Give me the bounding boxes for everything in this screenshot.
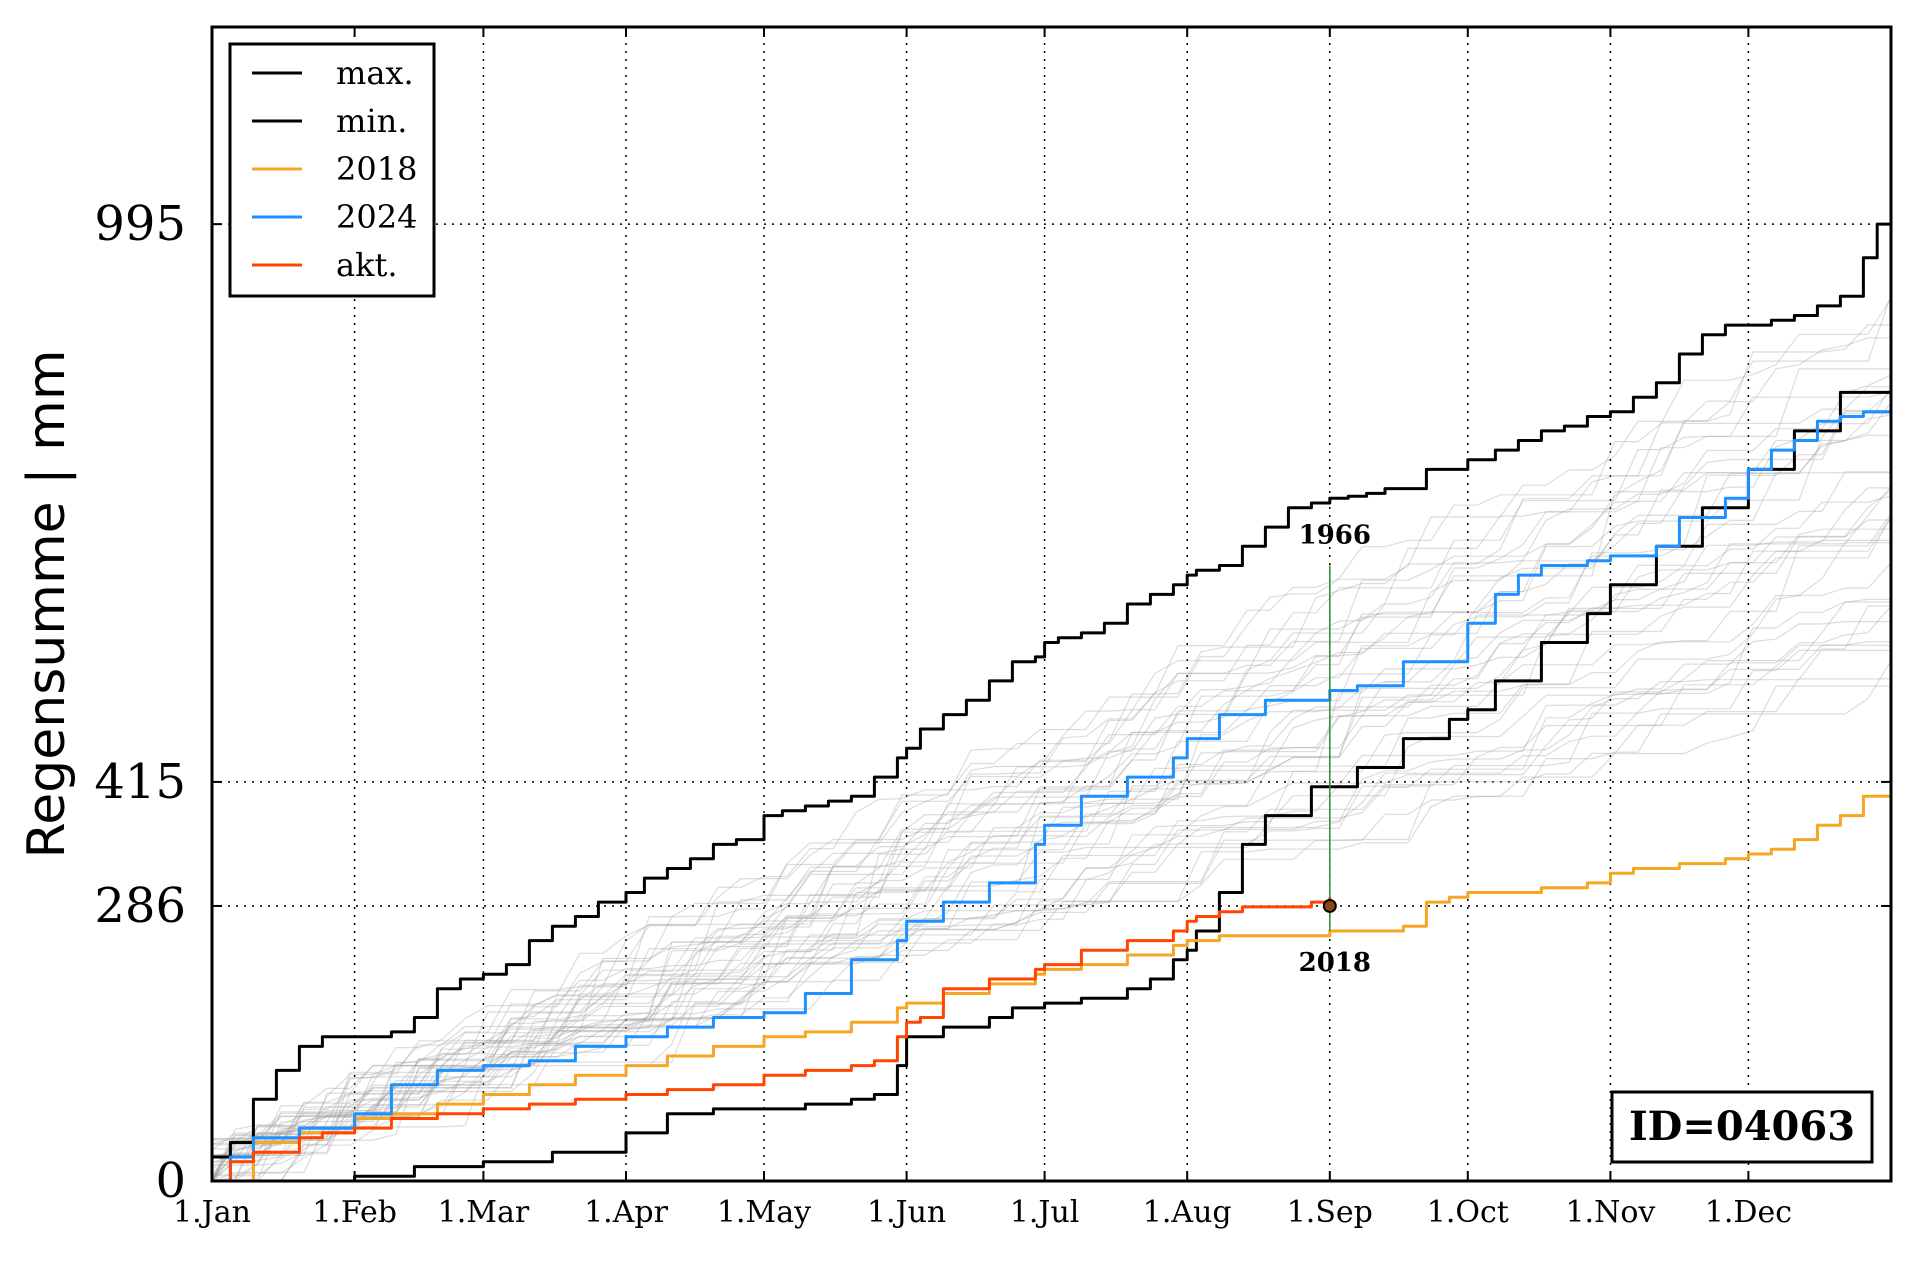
legend-label: min. xyxy=(336,102,407,140)
historical-year-line xyxy=(211,414,1892,1182)
historical-year-line xyxy=(212,386,1892,1146)
historical-year-line xyxy=(211,516,1892,1179)
historical-year-line xyxy=(211,324,1891,1164)
x-axis: 1.Jan 1.Feb 1.Mar 1.Apr 1.May 1.Jun 1.Jul 1.Aug… xyxy=(173,27,1792,1230)
x-tick-label: 1.Apr xyxy=(584,1195,668,1230)
x-tick-label: 1.Mar xyxy=(438,1195,530,1230)
legend-label: 2024 xyxy=(336,198,417,236)
x-tick-label: 1.Jun xyxy=(867,1195,946,1230)
historical-year-line xyxy=(212,539,1891,1182)
x-tick-label: 1.Sep xyxy=(1287,1195,1373,1230)
historical-year-line xyxy=(212,562,1892,1181)
historical-year-line xyxy=(211,295,1892,1145)
historical-year-line xyxy=(212,386,1891,1182)
series-line-max xyxy=(212,222,1891,1159)
historical-year-line xyxy=(211,660,1892,1182)
series-line-akt xyxy=(212,897,1332,1183)
historical-year-line xyxy=(211,605,1892,1182)
historical-year-line xyxy=(212,390,1892,1156)
historical-year-line xyxy=(212,368,1891,1156)
legend-label: max. xyxy=(336,54,414,92)
y-tick-label: 0 xyxy=(155,1153,186,1209)
x-tick-label: 1.Feb xyxy=(312,1195,397,1230)
x-tick-label: 1.Aug xyxy=(1143,1195,1232,1230)
historical-year-line xyxy=(211,641,1891,1171)
historical-year-line xyxy=(212,374,1892,1140)
current-value-marker xyxy=(1322,898,1337,913)
series-line-2024 xyxy=(212,402,1893,1183)
station-id-box: ID=04063 xyxy=(1610,1090,1874,1164)
x-tick-label: 1.Nov xyxy=(1565,1195,1655,1230)
y-tick-label: 415 xyxy=(94,754,186,810)
y-tick-label: 286 xyxy=(94,878,186,934)
y-axis: 0 286 415 995 xyxy=(94,196,1891,1209)
historical-year-line xyxy=(212,620,1891,1163)
historical-year-line xyxy=(211,516,1892,1179)
y-axis-label: Regensumme | mm xyxy=(17,350,77,859)
historical-year-line xyxy=(211,402,1892,1182)
legend: max. min. 2018 2024 akt. xyxy=(228,42,436,298)
historical-year-line xyxy=(211,601,1891,1182)
x-tick-label: 1.Dec xyxy=(1705,1195,1792,1230)
station-id-label: ID=04063 xyxy=(1629,1103,1855,1150)
historical-year-lines xyxy=(211,295,1892,1182)
series-line-min xyxy=(212,354,1893,1183)
series-lines xyxy=(212,222,1893,1183)
historical-year-line xyxy=(211,337,1891,1182)
historical-year-line xyxy=(212,598,1891,1182)
y-tick-label: 995 xyxy=(94,196,186,252)
x-tick-label: 1.Oct xyxy=(1427,1195,1509,1230)
historical-year-line xyxy=(211,434,1891,1182)
historical-year-line xyxy=(212,472,1891,1182)
x-tick-label: 1.Jan xyxy=(173,1195,251,1230)
historical-year-line xyxy=(212,644,1891,1150)
min-year-annotation: 2018 xyxy=(1299,948,1371,978)
x-tick-label: 1.Jul xyxy=(1010,1195,1080,1230)
historical-year-line xyxy=(211,542,1891,1182)
series-line-2018 xyxy=(212,786,1893,1183)
legend-label: akt. xyxy=(336,246,398,284)
historical-year-line xyxy=(211,297,1892,1182)
legend-label: 2018 xyxy=(336,150,417,188)
x-tick-label: 1.May xyxy=(717,1195,811,1230)
historical-year-line xyxy=(211,409,1891,1182)
max-year-annotation: 1966 xyxy=(1299,521,1371,551)
historical-year-line xyxy=(212,412,1891,1166)
historical-year-line xyxy=(211,649,1891,1182)
grid xyxy=(211,27,1891,1181)
axes-frame xyxy=(210,25,1893,1183)
historical-year-line xyxy=(211,513,1892,1182)
